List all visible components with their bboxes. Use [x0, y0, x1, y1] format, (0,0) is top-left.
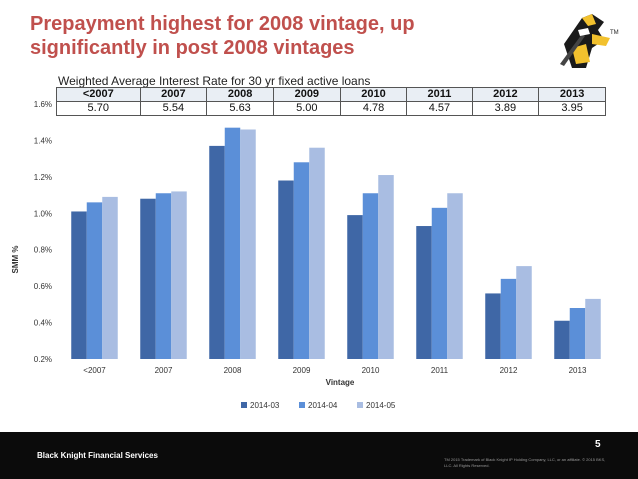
rate-value-cell: 3.95: [538, 101, 606, 116]
legend-label: 2014-03: [250, 401, 280, 410]
bar-2014-04-2009: [293, 162, 310, 359]
slide-title: Prepayment highest for 2008 vintage, up …: [30, 13, 415, 59]
bar-2014-05-2010: [378, 175, 394, 359]
bar-2014-04-2008: [224, 127, 241, 359]
x-tick-label: 2013: [569, 366, 587, 375]
bar-2014-05-2007: [171, 191, 187, 359]
bar-2014-04-<2007: [86, 202, 103, 359]
rate-table-value-row: 5.70 5.54 5.63 5.00 4.78 4.57 3.89 3.95: [56, 101, 606, 116]
legend-label: 2014-04: [308, 401, 338, 410]
y-tick-label: 0.2%: [34, 355, 52, 364]
rate-table-header-row: <2007 2007 2008 2009 2010 2011 2012 2013: [56, 87, 606, 102]
page-number: 5: [595, 439, 601, 450]
rate-table: <2007 2007 2008 2009 2010 2011 2012 2013…: [56, 87, 606, 116]
smm-bar-chart: 0.2% 0.4% 0.6% 0.8% 1.0% 1.2% 1.4% 1.6% SMM % <20…: [11, 100, 601, 410]
company-name: Black Knight Financial Services: [37, 451, 158, 460]
y-tick-label: 1.0%: [34, 209, 52, 218]
y-tick-label: 0.8%: [34, 246, 52, 255]
bar-2014-03-2008: [209, 145, 225, 359]
x-tick-label: 2011: [431, 366, 449, 375]
rate-header-cell: 2007: [139, 87, 208, 102]
rate-table-caption: Weighted Average Interest Rate for 30 yr…: [58, 74, 371, 88]
bar-2014-03-<2007: [71, 211, 87, 359]
x-tick-label: 2010: [362, 366, 380, 375]
rate-value-cell: 4.57: [406, 101, 473, 116]
rate-value-cell: 5.63: [206, 101, 274, 116]
bar-2014-05-2008: [240, 129, 256, 359]
legend-swatch-2014-04: [299, 402, 305, 408]
rate-header-cell: 2012: [471, 87, 540, 102]
bar-2014-03-2007: [140, 198, 156, 359]
bar-2014-05-<2007: [102, 196, 118, 359]
legend-label: 2014-05: [366, 401, 396, 410]
bar-2014-03-2013: [554, 320, 570, 359]
legend-swatch-2014-03: [241, 402, 247, 408]
rate-value-cell: 5.54: [139, 101, 208, 116]
bar-2014-04-2013: [569, 308, 586, 359]
x-tick-label: 2009: [293, 366, 311, 375]
x-axis-label: Vintage: [326, 378, 355, 387]
y-tick-label: 0.6%: [34, 282, 52, 291]
rate-header-cell: 2010: [339, 87, 408, 102]
y-axis-label: SMM %: [11, 246, 20, 274]
bar-2014-05-2011: [447, 193, 463, 359]
rate-header-cell: 2009: [272, 87, 341, 102]
bar-2014-04-2007: [155, 193, 172, 359]
bar-2014-03-2009: [278, 180, 294, 359]
x-tick-label: 2007: [155, 366, 173, 375]
bar-2014-04-2010: [362, 193, 379, 359]
bar-2014-03-2010: [347, 215, 363, 359]
y-tick-label: 0.4%: [34, 319, 52, 328]
bar-2014-03-2011: [416, 226, 432, 359]
y-tick-label: 1.6%: [34, 100, 52, 109]
y-tick-label: 1.4%: [34, 136, 52, 145]
x-tick-label: <2007: [83, 366, 106, 375]
x-tick-label: 2012: [500, 366, 518, 375]
trademark-label: TM: [610, 30, 619, 36]
rate-value-cell: 5.00: [272, 101, 341, 116]
legend-swatch-2014-05: [357, 402, 363, 408]
bar-2014-05-2012: [516, 266, 532, 359]
rate-value-cell: 5.70: [56, 101, 141, 116]
x-tick-label: 2008: [224, 366, 242, 375]
rate-value-cell: 3.89: [471, 101, 540, 116]
bar-2014-04-2012: [500, 278, 517, 359]
knight-logo-icon: [560, 14, 610, 68]
bar-2014-04-2011: [431, 207, 448, 359]
legal-notice: TM 2015 Trademark of Black Knight IP Hol…: [444, 457, 606, 468]
bar-2014-05-2009: [309, 147, 325, 359]
y-tick-label: 1.2%: [34, 173, 52, 182]
bar-2014-05-2013: [585, 298, 601, 359]
footer-bar: [0, 432, 638, 479]
bar-2014-03-2012: [485, 293, 501, 359]
